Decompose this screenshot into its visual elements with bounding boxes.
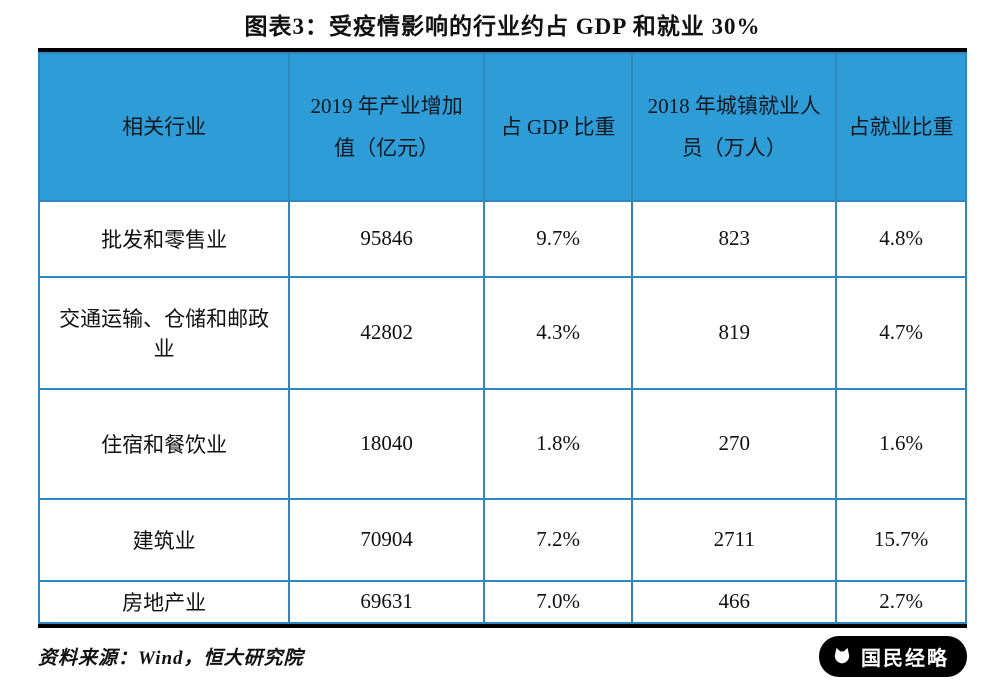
figure-footer: 资料来源：Wind，恒大研究院 国民经略 [38,635,967,677]
column-header-added-value: 2019 年产业增加值（亿元） [288,51,485,202]
cell-industry: 建筑业 [37,497,291,582]
cell-employment-share: 2.7% [835,579,967,624]
industry-table: 相关行业 2019 年产业增加值（亿元） 占 GDP 比重 2018 年城镇就业… [37,51,967,624]
source-text: 资料来源：Wind，恒大研究院 [38,647,304,669]
cell-industry: 交通运输、仓储和邮政业 [37,275,291,390]
cell-employment: 270 [631,387,838,500]
brand-logo-icon [831,645,853,667]
cell-employment-share: 1.6% [835,387,967,500]
cell-industry: 住宿和餐饮业 [37,387,291,500]
table-row: 交通运输、仓储和邮政业 42802 4.3% 819 4.7% [37,275,967,390]
table-divider-bottom [38,623,967,628]
cell-employment-share: 4.8% [835,199,967,278]
brand-name: 国民经略 [861,647,949,670]
cell-added-value: 42802 [288,275,485,390]
title-divider-top [38,47,967,52]
cell-employment: 819 [631,275,838,390]
cell-employment: 823 [631,199,838,278]
column-header-industry: 相关行业 [37,51,291,202]
cell-employment-share: 4.7% [835,275,967,390]
table-row: 住宿和餐饮业 18040 1.8% 270 1.6% [37,387,967,500]
table-row: 房地产业 69631 7.0% 466 2.7% [37,579,967,624]
cell-employment: 2711 [631,497,838,582]
cell-added-value: 69631 [288,579,485,624]
table-row: 建筑业 70904 7.2% 2711 15.7% [37,497,967,582]
cell-gdp-share: 4.3% [482,275,634,390]
column-header-gdp-share: 占 GDP 比重 [482,51,634,202]
cell-industry: 房地产业 [37,579,291,624]
cell-added-value: 18040 [288,387,485,500]
cell-gdp-share: 7.2% [482,497,634,582]
cell-gdp-share: 7.0% [482,579,634,624]
cell-gdp-share: 9.7% [482,199,634,278]
column-header-employment: 2018 年城镇就业人员（万人） [631,51,838,202]
column-header-employment-share: 占就业比重 [835,51,967,202]
cell-industry: 批发和零售业 [37,199,291,278]
figure-title: 图表3：受疫情影响的行业约占 GDP 和就业 30% [244,14,761,39]
cell-gdp-share: 1.8% [482,387,634,500]
cell-added-value: 95846 [288,199,485,278]
table-row: 批发和零售业 95846 9.7% 823 4.8% [37,199,967,278]
cell-employment: 466 [631,579,838,624]
brand-badge: 国民经略 [819,635,967,677]
cell-added-value: 70904 [288,497,485,582]
cell-employment-share: 15.7% [835,497,967,582]
header-row: 相关行业 2019 年产业增加值（亿元） 占 GDP 比重 2018 年城镇就业… [37,51,967,202]
